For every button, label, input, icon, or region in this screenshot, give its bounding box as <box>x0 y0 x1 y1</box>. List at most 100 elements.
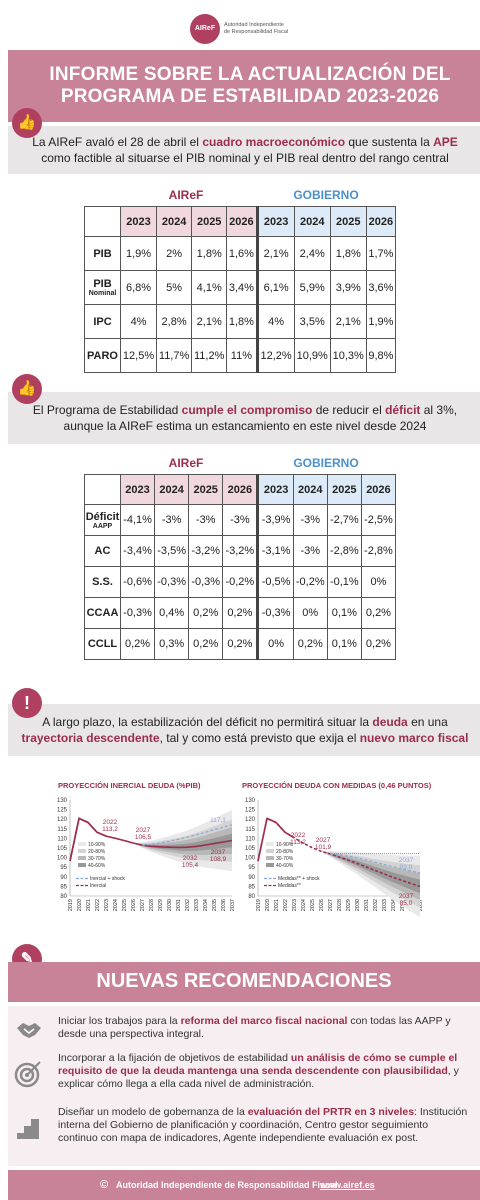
airef-value-cell: -4,1% <box>119 504 156 536</box>
x-tick-label: 2025 <box>310 899 316 911</box>
row-label: CCAA <box>84 597 121 629</box>
annotation-value: 106,5 <box>135 834 152 841</box>
fan-legend-swatch <box>266 863 274 867</box>
airef-value-cell: 2,1% <box>191 304 228 339</box>
table-row: Déficit AAPP -4,1% -3% -3% -3% -3,9% -3% -2,7% -2… <box>84 504 397 536</box>
gobierno-value-cell: 1,8% <box>329 236 367 271</box>
series-line <box>141 824 233 846</box>
annotation-value: 117,1 <box>210 817 226 824</box>
x-tick-label: 2032 <box>373 899 379 911</box>
series-line <box>329 853 421 874</box>
recommendation-1: Iniciar los trabajos para la reforma del… <box>58 1015 451 1040</box>
annotation-year: 2027 <box>316 837 331 844</box>
gobierno-value-cell: 0% <box>360 566 397 598</box>
footer-org: Autoridad Independiente de Responsabilid… <box>116 1180 338 1190</box>
gobierno-value-cell: -3% <box>292 504 328 536</box>
fan-legend-swatch <box>78 842 86 846</box>
gobierno-value-cell: 1,9% <box>365 304 397 339</box>
x-tick-label: 2019 <box>256 899 262 911</box>
airef-label: AIReF <box>168 188 204 202</box>
y-tick-label: 115 <box>245 827 255 833</box>
airef-value-cell: 11,7% <box>156 338 193 373</box>
airef-value-cell: -3,4% <box>119 535 156 567</box>
annotation-value: 85,0 <box>400 900 413 907</box>
series-legend-label: Inercial <box>90 883 106 889</box>
annotation-year: 2032 <box>183 855 198 862</box>
fan-legend-swatch <box>266 856 274 860</box>
airef-value-cell: 0,2% <box>222 597 259 629</box>
footer-website-link[interactable]: www.airef.es <box>320 1180 375 1190</box>
gobierno-label: GOBIERNO <box>293 456 359 470</box>
gobierno-label: GOBIERNO <box>293 188 359 202</box>
x-tick-label: 2019 <box>68 899 74 911</box>
table-row: CCAA -0,3% 0,4% 0,2% 0,2% -0,3% 0% 0,1% 0,2% <box>84 597 397 629</box>
chart2-title: PROYECCIÓN DEUDA CON MEDIDAS (0,46 PUNTO… <box>242 781 432 790</box>
airef-value-cell: 1,6% <box>226 236 258 271</box>
year-header: 2023 <box>119 474 156 505</box>
airef-value-cell: 2,8% <box>156 304 193 339</box>
airef-value-cell: 0,2% <box>188 628 224 660</box>
x-tick-label: 2022 <box>283 899 289 911</box>
x-tick-label: 2035 <box>212 899 218 911</box>
x-tick-label: 2034 <box>203 899 209 911</box>
y-tick-label: 95 <box>60 865 67 871</box>
logo-text: Autoridad Independiente de Responsabilid… <box>224 22 289 35</box>
airef-value-cell: -0,3% <box>154 566 190 598</box>
x-tick-label: 2028 <box>149 899 155 911</box>
airef-value-cell: 1,8% <box>191 236 228 271</box>
table-row: S.S. -0,6% -0,3% -0,3% -0,2% -0,5% -0,2% -0,1% 0… <box>84 566 397 598</box>
airef-value-cell: -3,5% <box>154 535 190 567</box>
gobierno-value-cell: -2,5% <box>360 504 397 536</box>
x-tick-label: 2030 <box>167 899 173 911</box>
thumbs-up-icon: 👍 <box>12 108 42 138</box>
year-header: 2026 <box>222 474 259 505</box>
y-tick-label: 105 <box>57 846 68 852</box>
annotation-year: 2037 <box>399 857 414 864</box>
y-tick-label: 120 <box>57 817 68 823</box>
y-tick-label: 80 <box>60 894 67 900</box>
airef-value-cell: 0,3% <box>154 628 190 660</box>
stairs-icon <box>17 1119 39 1139</box>
gobierno-value-cell: -0,5% <box>256 566 294 598</box>
fan-legend-swatch <box>78 863 86 867</box>
x-tick-label: 2024 <box>113 899 119 911</box>
x-tick-label: 2026 <box>131 899 137 911</box>
row-label: S.S. <box>84 566 121 598</box>
airef-value-cell: 0,2% <box>222 628 259 660</box>
table-row: PIB 1,9% 2% 1,8% 1,6% 2,1% 2,4% 1,8% 1,7% <box>84 236 397 271</box>
section2-band <box>8 392 480 444</box>
y-tick-label: 95 <box>248 865 255 871</box>
gobierno-value-cell: 0,2% <box>292 628 328 660</box>
x-tick-label: 2030 <box>355 899 361 911</box>
table-row: CCLL 0,2% 0,3% 0,2% 0,2% 0% 0,2% 0,1% 0,2% <box>84 628 397 660</box>
airef-value-cell: 4% <box>119 304 158 339</box>
gobierno-value-cell: -3% <box>292 535 328 567</box>
series-legend-label: Medidas** <box>278 883 301 889</box>
year-header: 2023 <box>256 474 294 505</box>
airef-value-cell: 6,8% <box>119 270 158 305</box>
x-tick-label: 2031 <box>364 899 370 911</box>
year-header: 2026 <box>226 206 258 237</box>
airef-value-cell: 5% <box>156 270 193 305</box>
row-label: PIB Nominal <box>84 270 121 305</box>
section3-band <box>8 704 480 756</box>
gobierno-value-cell: 5,9% <box>293 270 331 305</box>
exclamation-icon: ! <box>12 688 42 718</box>
annotation-year: 2027 <box>136 827 151 834</box>
y-tick-label: 90 <box>60 875 67 881</box>
airef-value-cell: 3,4% <box>226 270 258 305</box>
annotation-value: 113,2 <box>102 826 118 833</box>
gobierno-value-cell: 2,1% <box>329 304 367 339</box>
x-tick-label: 2023 <box>104 899 110 911</box>
title-band <box>8 50 480 122</box>
annotation-year: 2022 <box>103 819 118 826</box>
x-tick-label: 2031 <box>176 899 182 911</box>
section2-text: El Programa de Estabilidad cumple el com… <box>32 403 458 433</box>
y-tick-label: 110 <box>57 836 67 842</box>
deficit-table: 2023 2024 2025 2026 2023 2024 2025 2026 Déficit A… <box>84 474 397 660</box>
x-tick-label: 2033 <box>194 899 200 911</box>
y-tick-label: 90 <box>248 875 255 881</box>
y-tick-label: 125 <box>57 808 68 814</box>
annotation-value: 92,0 <box>400 864 413 871</box>
x-tick-label: 2022 <box>95 899 101 911</box>
